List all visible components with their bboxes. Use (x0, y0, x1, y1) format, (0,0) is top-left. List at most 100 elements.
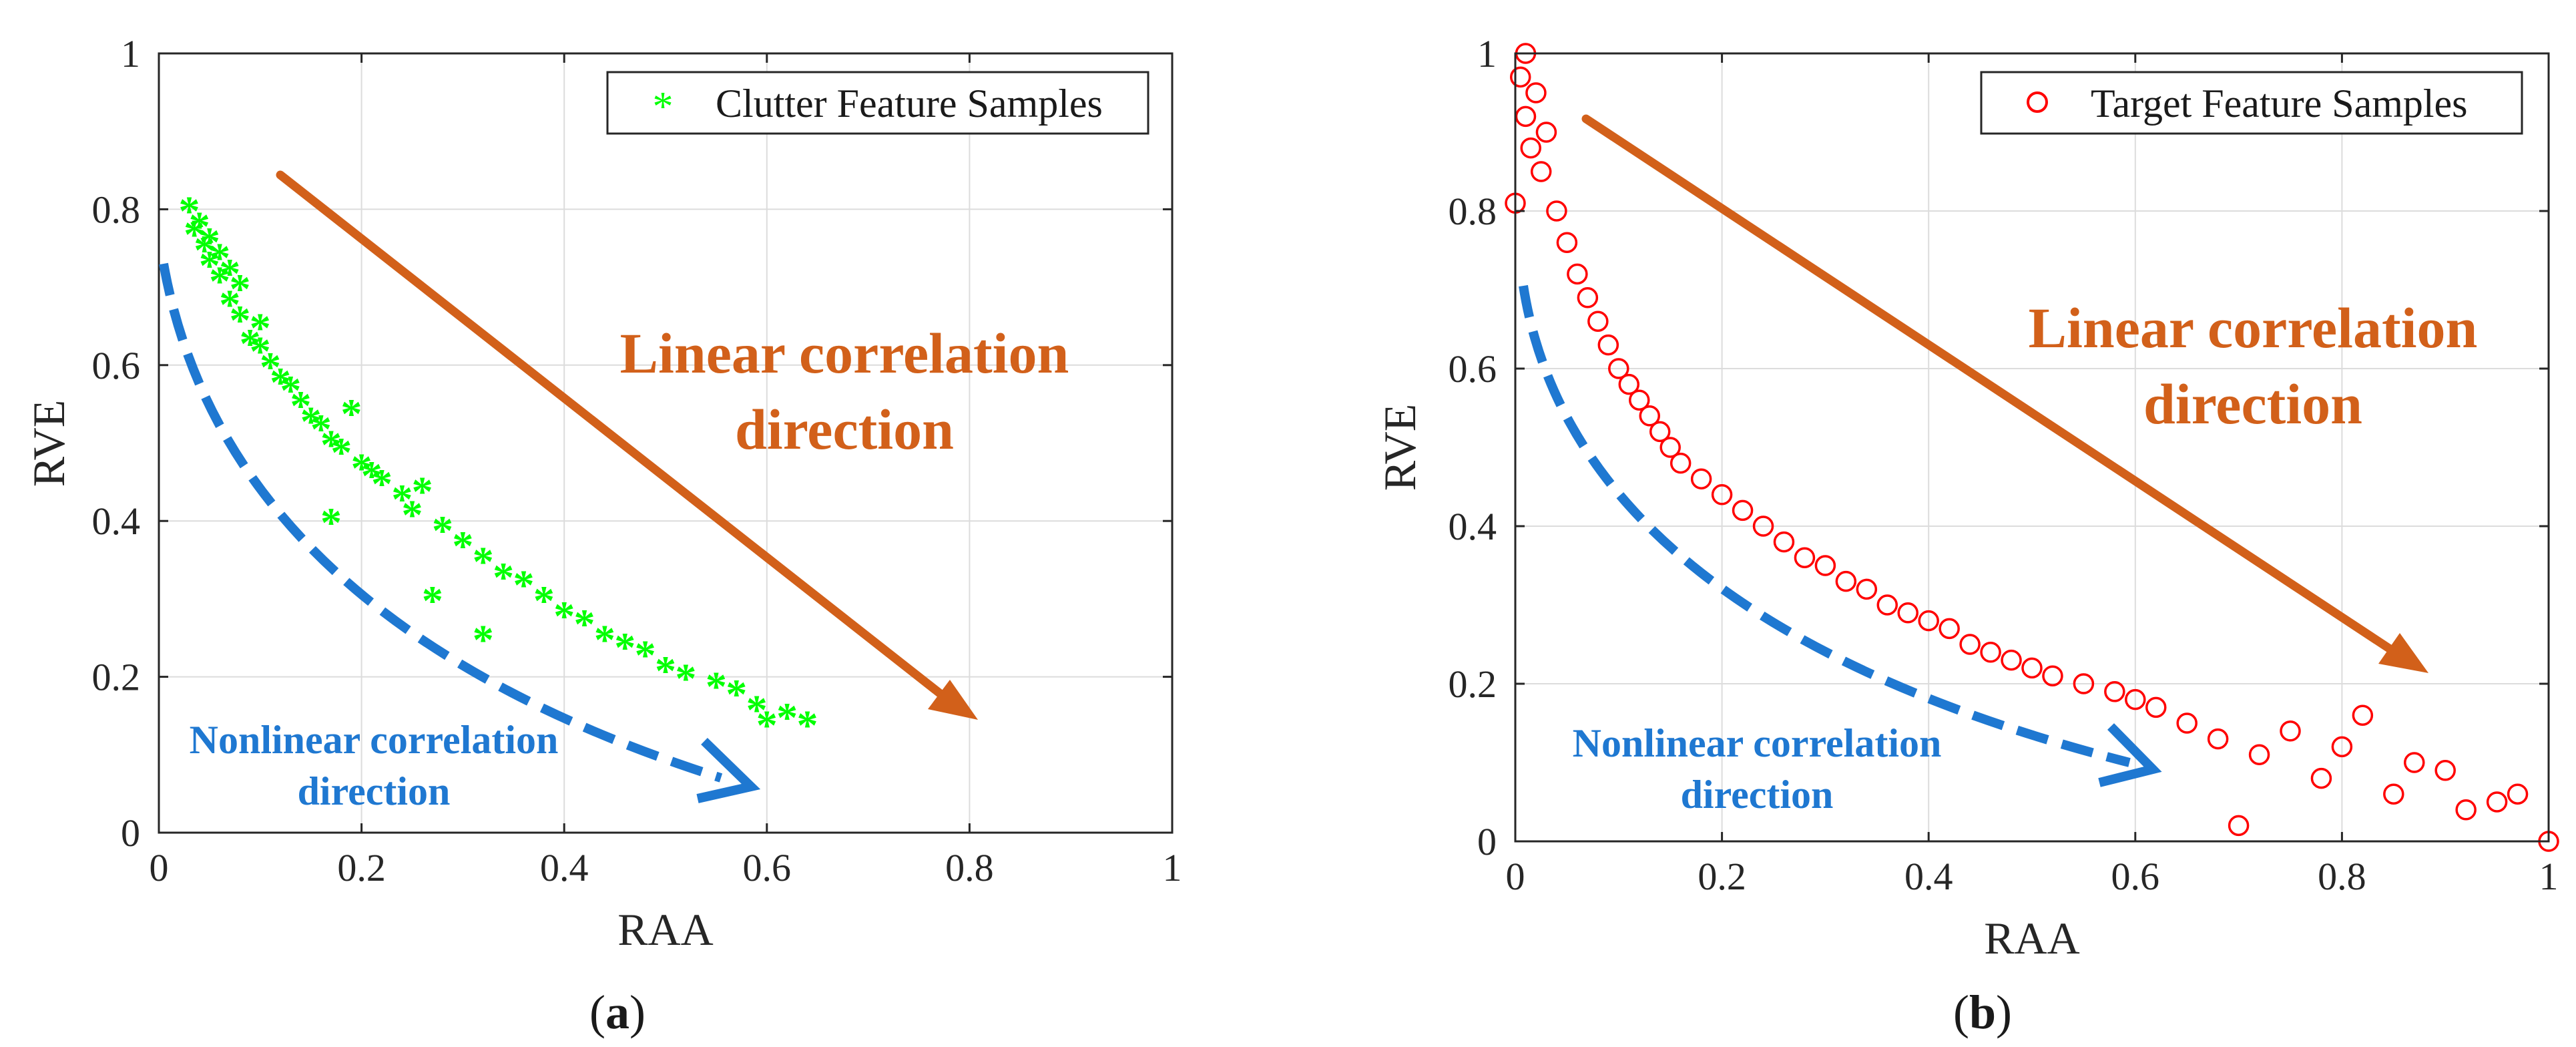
data-point: * (432, 507, 453, 554)
data-point (1659, 437, 1681, 458)
panel-b-nonlinear-text-1: Nonlinear correlation (1573, 721, 1942, 765)
data-point (1520, 137, 1541, 159)
data-point (1587, 310, 1609, 332)
data-point (1509, 66, 1531, 88)
data-point (2310, 767, 2332, 789)
data-point: * (473, 616, 494, 663)
data-point (2073, 673, 2095, 694)
data-point: * (300, 397, 322, 445)
data-point (1980, 642, 2001, 663)
x-tick-label: 1 (2539, 855, 2559, 898)
panel-b-y-label: RVE (1374, 404, 1425, 491)
data-point (2352, 704, 2374, 726)
panel-b-legend: Target Feature Samples (1980, 71, 2523, 135)
data-point: * (209, 234, 230, 281)
data-point: * (240, 320, 261, 367)
panel-a-nonlinear-text-1: Nonlinear correlation (190, 718, 559, 762)
panel-b-letter: b (1969, 986, 1996, 1039)
data-point (1794, 547, 1816, 568)
data-point: * (533, 577, 555, 624)
data-point: * (199, 242, 220, 289)
panel-b-ticks: 0 0.2 0.4 0.6 0.8 1 0 0.2 0.4 0.6 0.8 1 (1449, 32, 2559, 898)
panel-b-label: (b) (1953, 986, 2012, 1039)
data-point (1752, 515, 1774, 537)
y-tick-label: 0.8 (92, 188, 141, 231)
x-tick-label: 0.4 (1904, 855, 1953, 898)
x-tick-label: 0.8 (2318, 855, 2366, 898)
data-point: * (655, 647, 676, 694)
panel-b-linear-text-2: direction (2143, 372, 2362, 436)
data-point (1546, 200, 1567, 222)
data-point: * (797, 702, 818, 749)
x-tick-label: 0.2 (337, 846, 386, 889)
data-point (1918, 610, 1939, 632)
y-tick-label: 0.4 (1449, 505, 1497, 548)
data-point: * (493, 554, 514, 601)
data-point (2434, 760, 2456, 781)
panel-b-linear-arrow (1581, 114, 2428, 673)
data-point: * (513, 562, 534, 609)
panel-a-legend-marker: * (653, 84, 674, 130)
panel-a-linear-arrow (276, 170, 978, 720)
data-point (1597, 334, 1619, 356)
data-point (1556, 232, 1578, 253)
data-point (1856, 578, 1878, 600)
data-point: * (776, 694, 798, 741)
data-point: * (209, 257, 230, 304)
data-point (1525, 82, 1547, 103)
data-point: * (270, 359, 291, 406)
data-point: * (229, 296, 250, 344)
data-point: * (361, 452, 382, 499)
data-point (1629, 389, 1650, 411)
panel-a-nonlinear-arrow (159, 262, 761, 803)
data-point (2228, 815, 2250, 837)
panel-b: 0 0.2 0.4 0.6 0.8 1 0 0.2 0.4 0.6 0.8 1 Target Feat… (1374, 32, 2559, 1039)
data-point: * (574, 600, 595, 648)
data-point: * (250, 304, 271, 351)
data-point (1608, 358, 1629, 379)
panel-a-nonlinear-text-2: direction (298, 769, 451, 813)
data-point (1897, 602, 1918, 624)
panel-a-y-label: RVE (23, 400, 74, 487)
data-point: * (320, 499, 342, 546)
data-point: * (614, 624, 635, 671)
data-point: * (635, 632, 656, 679)
data-point: * (473, 538, 494, 586)
y-tick-label: 0.4 (92, 499, 141, 543)
data-point: * (219, 280, 240, 328)
y-tick-label: 0 (1477, 820, 1497, 863)
panel-a-letter: a (605, 986, 629, 1039)
panel-a: ****************************************… (23, 32, 1182, 1039)
data-point: * (184, 210, 205, 258)
panel-a-legend: * Clutter Feature Samples (606, 71, 1149, 135)
panel-b-legend-marker (2027, 91, 2048, 113)
panel-a-x-label: RAA (617, 904, 714, 955)
data-point: * (726, 670, 747, 718)
y-tick-label: 0 (121, 811, 140, 855)
data-point (1959, 634, 1981, 655)
x-tick-label: 0.2 (1698, 855, 1746, 898)
data-point: * (594, 616, 615, 663)
data-point: * (320, 421, 342, 469)
data-point (1835, 570, 1857, 592)
data-point (2507, 783, 2529, 805)
data-point (2404, 752, 2425, 773)
x-tick-label: 0.8 (945, 846, 994, 889)
data-point: * (179, 187, 200, 234)
x-tick-label: 0 (1506, 855, 1525, 898)
y-tick-label: 1 (121, 32, 140, 75)
data-point (1515, 106, 1537, 128)
data-point: * (746, 686, 768, 733)
data-point: * (412, 468, 433, 515)
data-point (1669, 452, 1692, 474)
data-point (2104, 681, 2125, 702)
panel-a-ticks: 0 0.2 0.4 0.6 0.8 1 0 0.2 0.4 0.6 0.8 1 (92, 32, 1182, 889)
data-point (1690, 468, 1712, 489)
data-point: * (330, 429, 352, 476)
data-point: * (219, 250, 240, 297)
data-point (1814, 555, 1836, 576)
data-point (1577, 287, 1599, 308)
data-point (1618, 373, 1640, 395)
data-point (1732, 499, 1754, 521)
